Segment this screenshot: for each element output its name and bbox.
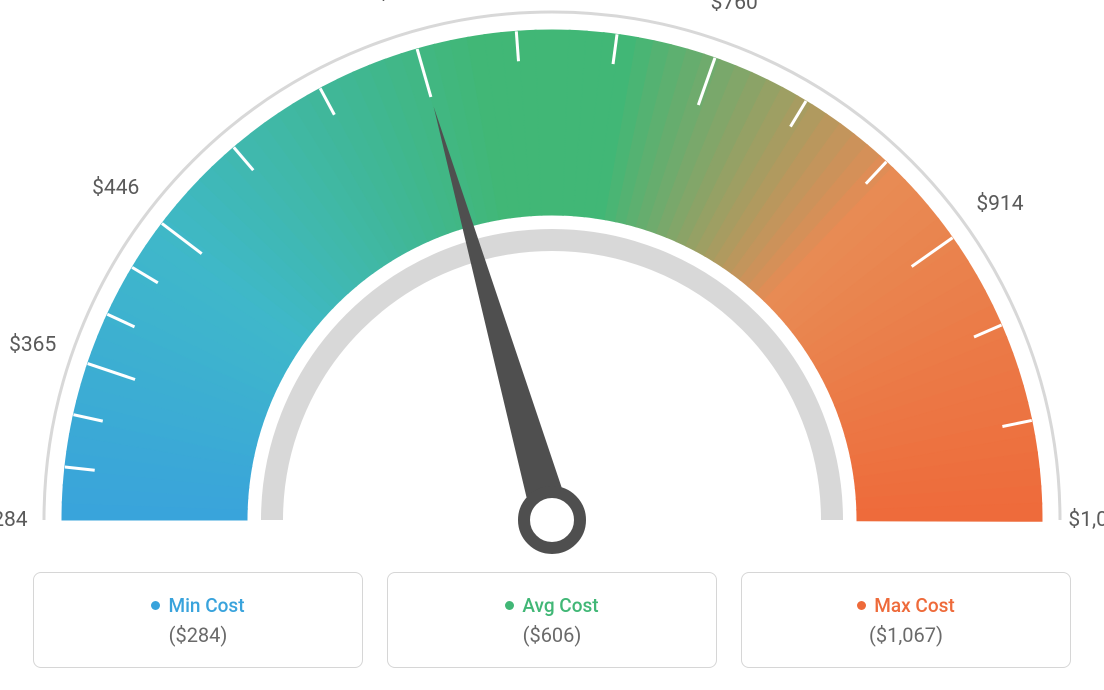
gauge-tick-label: $1,067 [1068, 508, 1104, 532]
legend-card-min: Min Cost ($284) [33, 572, 363, 668]
gauge-tick-label: $914 [976, 192, 1023, 216]
gauge-tick-label: $606 [378, 0, 425, 5]
legend-title-avg: Avg Cost [522, 594, 598, 617]
legend-card-max: Max Cost ($1,067) [741, 572, 1071, 668]
gauge-svg [0, 0, 1104, 565]
legend-dot-max [857, 601, 866, 610]
gauge-tick-label: $365 [9, 333, 56, 357]
gauge-needle-hub [524, 492, 580, 548]
gauge-chart: $284 $365 $446 $606 $760 $914 $1,067 [0, 0, 1104, 565]
legend-dot-min [151, 601, 160, 610]
legend-value-min: ($284) [169, 623, 228, 647]
legend-title-max: Max Cost [874, 594, 954, 617]
gauge-tick-label: $284 [0, 508, 28, 532]
gauge-tick-label: $446 [92, 176, 139, 200]
gauge-tick-label: $760 [711, 0, 758, 15]
legend-card-avg: Avg Cost ($606) [387, 572, 717, 668]
legend-title-min: Min Cost [168, 594, 244, 617]
legend-value-avg: ($606) [523, 623, 582, 647]
legend-row: Min Cost ($284) Avg Cost ($606) Max Cost… [0, 572, 1104, 668]
legend-dot-avg [505, 601, 514, 610]
legend-value-max: ($1,067) [869, 623, 943, 647]
